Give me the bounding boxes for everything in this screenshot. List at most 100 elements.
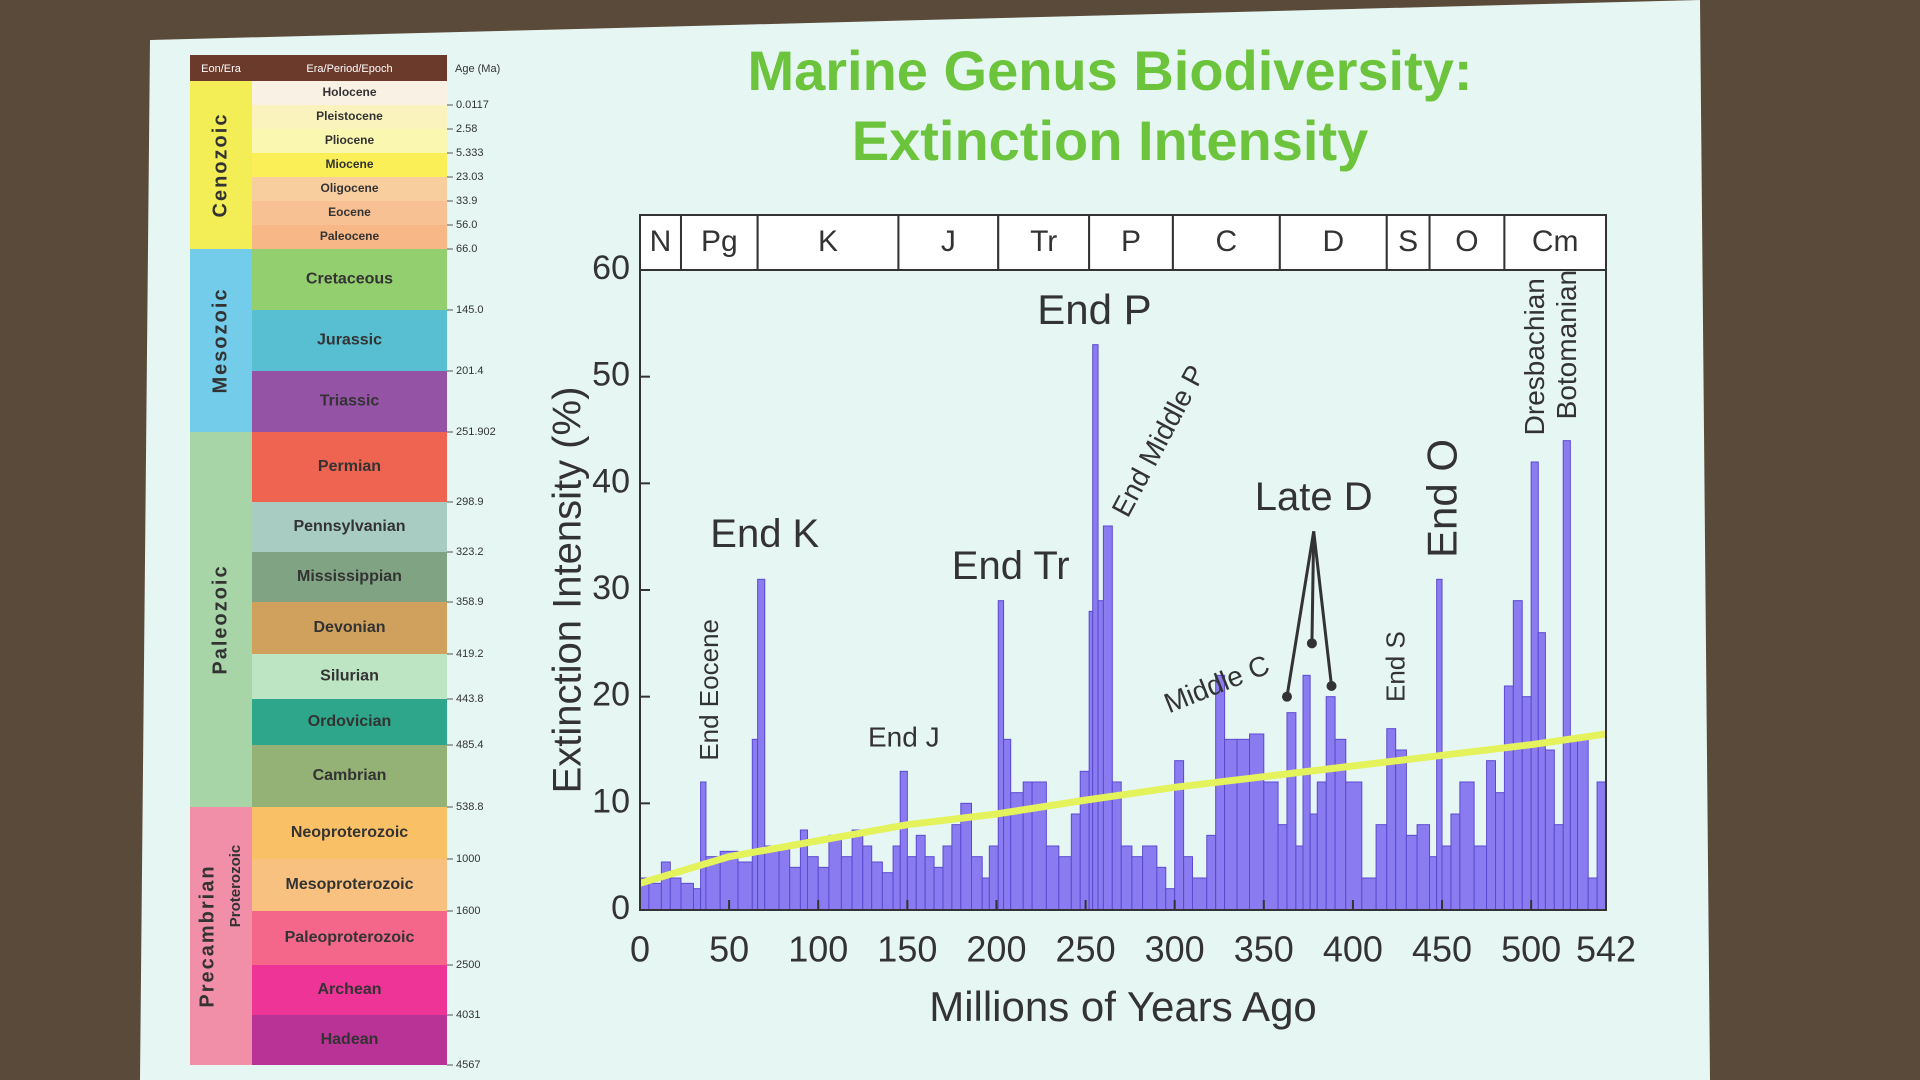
age-label: 5.333 (456, 147, 484, 159)
period-cell (252, 654, 447, 699)
period-cell (252, 859, 447, 911)
timescale: Eon/Era Era/Period/Epoch Age (Ma) Holocene 0… (190, 55, 500, 1071)
period-cell (252, 807, 447, 859)
age-label: 298.9 (456, 496, 484, 508)
age-label: 56.0 (456, 219, 477, 231)
y-tick-label: 10 (592, 782, 630, 820)
period-box (1171, 214, 1281, 271)
bar (807, 856, 819, 911)
bar (1120, 845, 1133, 911)
period-label: D (1322, 225, 1344, 258)
x-tick-label: 200 (966, 929, 1026, 970)
period-cell (252, 177, 447, 201)
annotation: End S (1380, 631, 1410, 702)
bar (906, 856, 917, 911)
bar (1537, 632, 1546, 911)
annotation: End P (1037, 286, 1151, 333)
x-tick-label: 0 (630, 929, 650, 970)
period-label: Silurian (320, 668, 379, 685)
bar (1277, 824, 1288, 911)
header: Age (Ma) (455, 63, 500, 75)
period-label: Permian (318, 458, 381, 475)
era-cell (190, 807, 252, 1065)
bar (840, 856, 853, 911)
age-label: 23.03 (456, 171, 484, 183)
period-label: Cretaceous (306, 271, 393, 288)
period-label: Neoproterozoic (291, 824, 408, 841)
age-label: 358.9 (456, 596, 484, 608)
bar (1111, 781, 1122, 911)
period-label: J (941, 225, 956, 258)
chart-subtitle: Extinction Intensity (852, 109, 1369, 172)
bar (1395, 749, 1407, 911)
period-cell (252, 745, 447, 807)
bar (1416, 824, 1431, 911)
period-box (1503, 214, 1607, 271)
header-bg (190, 55, 447, 81)
arrow (1310, 531, 1316, 644)
y-tick-label: 40 (592, 462, 630, 500)
period-label: S (1398, 225, 1418, 258)
arrow (1285, 531, 1316, 697)
trend-line (638, 730, 1607, 887)
header: Era/Period/Epoch (306, 63, 392, 75)
annotation: End K (710, 512, 819, 556)
x-tick-label: 450 (1412, 929, 1472, 970)
bar (828, 834, 842, 911)
x-tick-label: 150 (877, 929, 937, 970)
bar (1569, 738, 1578, 911)
bar (1316, 781, 1327, 911)
bar (1295, 845, 1304, 911)
period-label: Pennsylvanian (293, 518, 405, 535)
period-label: Ordovician (308, 713, 392, 730)
period-cell (252, 502, 447, 552)
age-label: 4567 (456, 1059, 480, 1071)
bar (660, 861, 671, 911)
period-box (1278, 214, 1388, 271)
period-label: Eocene (328, 205, 371, 219)
period-cell (252, 1015, 447, 1065)
period-label: O (1455, 225, 1478, 258)
bar (648, 882, 662, 911)
period-cell (252, 81, 447, 105)
age-label: 2.58 (456, 123, 477, 135)
bar (764, 845, 780, 911)
bar (1405, 834, 1418, 911)
bar (1022, 781, 1033, 911)
bar (757, 578, 766, 911)
bar (1450, 813, 1461, 911)
bar (778, 845, 791, 911)
period-box (1428, 214, 1506, 271)
bar (1325, 696, 1336, 911)
x-tick-label: 350 (1234, 929, 1294, 970)
bar (1131, 856, 1144, 911)
bar (1544, 749, 1555, 911)
age-label: 485.4 (456, 739, 484, 751)
period-cell (252, 602, 447, 654)
y-axis-label: Extinction Intensity (%) (546, 387, 590, 794)
x-tick-label: 542 (1576, 929, 1636, 970)
arrow-head (1281, 691, 1292, 702)
bar (1215, 674, 1226, 911)
bar (1183, 856, 1194, 911)
chart-title: Marine Genus Biodiversity: (747, 39, 1472, 102)
bar (892, 845, 901, 911)
period-label: Pg (701, 225, 738, 258)
bar (1486, 760, 1496, 911)
period-box (1088, 214, 1174, 271)
period-label: Pliocene (325, 133, 375, 147)
period-cell (252, 965, 447, 1015)
period-label: Jurassic (317, 332, 382, 349)
period-box (679, 214, 759, 271)
annotation: Dresbachian (1519, 278, 1550, 435)
bar (1088, 610, 1094, 911)
bar (1263, 781, 1279, 911)
bar (1165, 888, 1176, 911)
bar (817, 866, 830, 911)
era-label: Paleozoic (209, 564, 231, 674)
era-cell (190, 81, 252, 249)
period-cell (252, 129, 447, 153)
age-label: 145.0 (456, 304, 484, 316)
bar (1503, 685, 1514, 911)
